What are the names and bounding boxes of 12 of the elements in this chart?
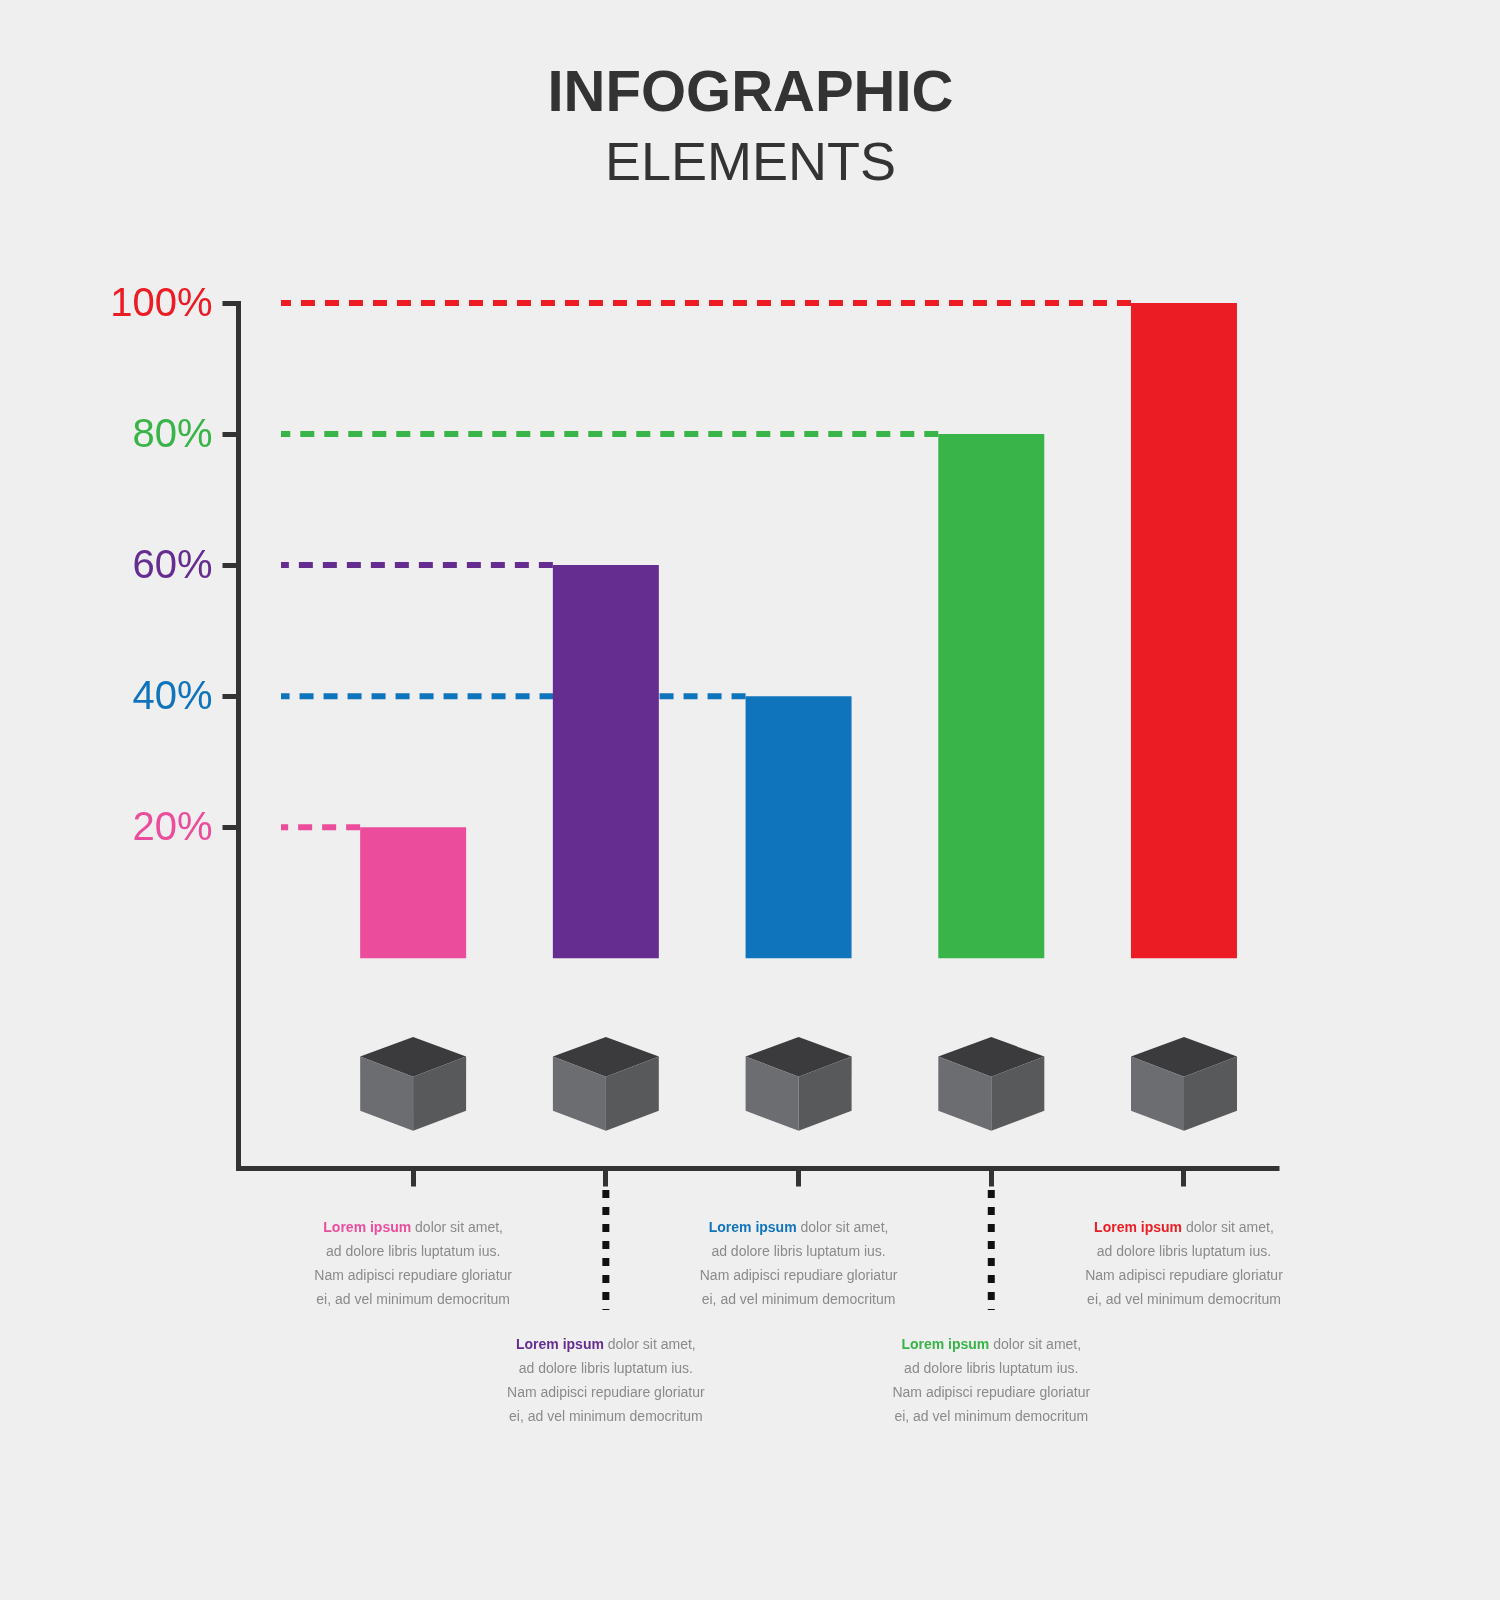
chart-subtitle: ELEMENTS — [604, 131, 897, 191]
chart-title: INFOGRAPHIC — [547, 58, 954, 123]
text: Lorem ipsum dolor sit amet, ad dolore libris luptatum ius. Nam adipisci repudiare gloriatur ei, ad vel minimum democritum — [507, 1336, 706, 1424]
text: Lorem ipsum dolor sit amet, ad dolore libris luptatum ius. Nam adipisci repudiare gloriatur ei, ad vel minimum democritum — [314, 1219, 513, 1307]
y-tick-label: 80% — [132, 410, 213, 455]
y-tick-label: 100% — [110, 279, 213, 324]
text: Lorem ipsum dolor sit amet, ad dolore libris luptatum ius. Nam adipisci repudiare gloriatur ei, ad vel minimum democritum — [699, 1219, 898, 1307]
y-tick-label: 20% — [132, 803, 213, 848]
text: Lorem ipsum dolor sit amet, ad dolore libris luptatum ius. Nam adipisci repudiare gloriatur ei, ad vel minimum democritum — [892, 1336, 1091, 1424]
text: Lorem ipsum dolor sit amet, ad dolore libris luptatum ius. Nam adipisci repudiare gloriatur ei, ad vel minimum democritum — [1085, 1219, 1284, 1307]
y-tick-label: 60% — [132, 541, 213, 586]
y-tick-label: 40% — [132, 672, 213, 717]
